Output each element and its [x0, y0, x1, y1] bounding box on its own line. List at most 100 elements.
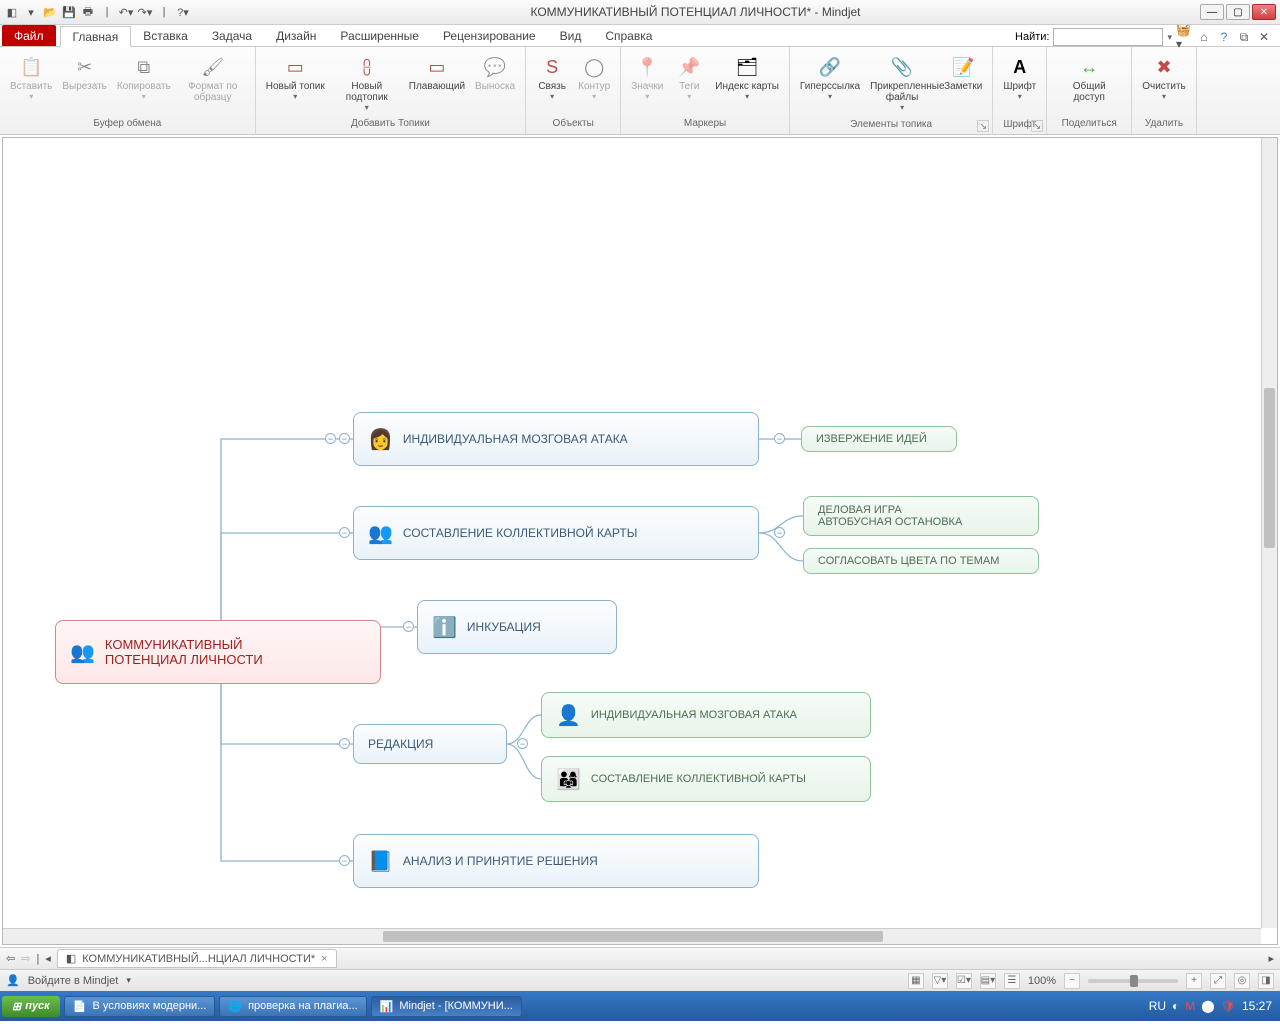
mindmap-node[interactable]: ДЕЛОВАЯ ИГРААВТОБУСНАЯ ОСТАНОВКА	[803, 496, 1039, 536]
ribbon-button[interactable]: ✂Вырезать	[58, 49, 110, 94]
mindmap-node[interactable]: СОГЛАСОВАТЬ ЦВЕТА ПО ТЕМАМ	[803, 548, 1039, 574]
horizontal-scrollbar[interactable]	[3, 928, 1261, 944]
nav-first-icon[interactable]: ◂	[45, 952, 51, 965]
window-restore-icon[interactable]: ⧉	[1236, 29, 1252, 45]
ribbon-button[interactable]: 📝Заметки	[940, 49, 986, 94]
close-button[interactable]: ✕	[1252, 4, 1276, 20]
minimize-button[interactable]: —	[1200, 4, 1224, 20]
ribbon-button[interactable]: ⧉Копировать ▾	[113, 49, 175, 103]
taskbar-button[interactable]: 🌐проверка на плагиа...	[219, 996, 366, 1017]
collapse-toggle[interactable]: −	[517, 738, 528, 749]
ribbon-button[interactable]: SСвязь ▾	[532, 49, 572, 103]
tray-icon-1[interactable]: ◐	[1172, 999, 1179, 1013]
ribbon-button[interactable]: 📍Значки ▾	[627, 49, 667, 103]
collapse-toggle[interactable]: −	[339, 433, 350, 444]
tray-icon-3[interactable]: ⬤	[1201, 999, 1214, 1013]
login-dd-icon[interactable]: ▾	[126, 975, 131, 986]
mindmap-node[interactable]: ИЗВЕРЖЕНИЕ ИДЕЙ	[801, 426, 957, 452]
filter-icon[interactable]: ▽▾	[932, 973, 948, 989]
layout-icon[interactable]: ▤▾	[980, 973, 996, 989]
ribbon-button[interactable]: 💬Выноска	[471, 49, 519, 94]
qat-print-icon[interactable]: 🖶	[80, 4, 96, 20]
view-map-icon[interactable]: ▦	[908, 973, 924, 989]
window-close-icon[interactable]: ✕	[1256, 29, 1272, 45]
file-tab[interactable]: Файл	[2, 25, 56, 46]
search-input[interactable]	[1053, 28, 1163, 46]
node-label: АНАЛИЗ И ПРИНЯТИЕ РЕШЕНИЯ	[403, 854, 598, 868]
nav-last-icon[interactable]: ▸	[1268, 952, 1274, 965]
ribbon-tab[interactable]: Справка	[593, 25, 664, 46]
fit-icon[interactable]: ⤢	[1210, 973, 1226, 989]
ribbon-tab[interactable]: Рецензирование	[431, 25, 548, 46]
ribbon-button[interactable]: AШрифт ▾	[999, 49, 1040, 103]
ribbon-button[interactable]: 🔗Гиперссылка ▾	[796, 49, 864, 103]
ribbon-button[interactable]: ◯Контур ▾	[574, 49, 614, 103]
qat-help-icon[interactable]: ?▾	[175, 4, 191, 20]
collapse-toggle[interactable]: −	[325, 433, 336, 444]
ribbon-tab[interactable]: Вид	[548, 25, 594, 46]
center-icon[interactable]: ◎	[1234, 973, 1250, 989]
canvas-area[interactable]: 👥КОММУНИКАТИВНЫЙПОТЕНЦИАЛ ЛИЧНОСТИ 👩ИНДИВ…	[2, 137, 1278, 945]
dialog-launcher-icon[interactable]: ↘	[1031, 120, 1043, 132]
collapse-toggle[interactable]: −	[339, 738, 350, 749]
mindmap-node[interactable]: 👤ИНДИВИДУАЛЬНАЯ МОЗГОВАЯ АТАКА	[541, 692, 871, 738]
ribbon-button[interactable]: 📎Прикрепленные файлы ▾	[866, 49, 938, 114]
maximize-button[interactable]: ▢	[1226, 4, 1250, 20]
login-link[interactable]: Войдите в Mindjet	[28, 975, 119, 987]
qat-new-icon[interactable]: ▾	[23, 4, 39, 20]
ribbon-tab[interactable]: Расширенные	[328, 25, 431, 46]
mindmap-root-node[interactable]: 👥КОММУНИКАТИВНЫЙПОТЕНЦИАЛ ЛИЧНОСТИ	[55, 620, 381, 684]
help-icon[interactable]: ?	[1216, 29, 1232, 45]
ribbon-tab[interactable]: Задача	[200, 25, 264, 46]
taskbar-button[interactable]: 📊Mindjet - [КОММУНИ...	[371, 996, 522, 1017]
tray-lang[interactable]: RU	[1149, 999, 1166, 1013]
qat-redo-icon[interactable]: ↷▾	[137, 4, 153, 20]
tray-icon-2[interactable]: M	[1185, 999, 1195, 1013]
ribbon-button[interactable]: ▭Новый топик ▾	[262, 49, 329, 103]
panel-icon[interactable]: ◨	[1258, 973, 1274, 989]
qat-save-icon[interactable]: 💾	[61, 4, 77, 20]
ribbon-tab[interactable]: Вставка	[131, 25, 200, 46]
ribbon-tab[interactable]: Дизайн	[264, 25, 328, 46]
collapse-toggle[interactable]: −	[774, 527, 785, 538]
dialog-launcher-icon[interactable]: ↘	[977, 120, 989, 132]
tray-clock[interactable]: 15:27	[1242, 999, 1272, 1013]
mindmap-node[interactable]: 👨‍👩‍👧СОСТАВЛЕНИЕ КОЛЛЕКТИВНОЙ КАРТЫ	[541, 756, 871, 802]
tray-icon-4[interactable]: 🛡	[1221, 999, 1236, 1013]
ribbon-button[interactable]: ↔Общий доступ	[1053, 49, 1125, 105]
zoom-slider[interactable]	[1088, 979, 1178, 983]
zoom-out-icon[interactable]: −	[1064, 973, 1080, 989]
mindmap-node[interactable]: РЕДАКЦИЯ	[353, 724, 507, 764]
mindmap-node[interactable]: 👥СОСТАВЛЕНИЕ КОЛЛЕКТИВНОЙ КАРТЫ	[353, 506, 759, 560]
mindmap-node[interactable]: 📘АНАЛИЗ И ПРИНЯТИЕ РЕШЕНИЯ	[353, 834, 759, 888]
ribbon-button[interactable]: 📋Вставить ▾	[6, 49, 56, 103]
ribbon-button[interactable]: 📌Теги ▾	[669, 49, 709, 103]
collapse-toggle[interactable]: −	[339, 855, 350, 866]
ribbon-button[interactable]: ⩉Новый подтопик ▾	[331, 49, 403, 114]
collapse-toggle[interactable]: −	[339, 527, 350, 538]
taskbar-button[interactable]: 📄В условиях модерни...	[64, 996, 216, 1017]
nav-fwd-icon[interactable]: ⇨	[21, 952, 30, 965]
qat-open-icon[interactable]: 📂	[42, 4, 58, 20]
zoom-in-icon[interactable]: +	[1186, 973, 1202, 989]
collapse-toggle[interactable]: −	[403, 621, 414, 632]
start-button[interactable]: ⊞ пуск	[2, 996, 60, 1017]
home-icon[interactable]: ⌂	[1196, 29, 1212, 45]
mindmap-node[interactable]: ℹ️ИНКУБАЦИЯ	[417, 600, 617, 654]
basket-icon[interactable]: 🧺▾	[1176, 29, 1192, 45]
qat-undo-icon[interactable]: ↶▾	[118, 4, 134, 20]
outline-icon[interactable]: ☰	[1004, 973, 1020, 989]
doc-close-icon[interactable]: ×	[321, 953, 327, 965]
ribbon-button[interactable]: ▭Плавающий	[405, 49, 469, 94]
ribbon-button[interactable]: 🖌Формат по образцу	[177, 49, 249, 105]
search-dropdown-icon[interactable]: ▾	[1167, 32, 1172, 43]
collapse-toggle[interactable]: −	[774, 433, 785, 444]
ribbon-button[interactable]: ✖Очистить ▾	[1138, 49, 1190, 103]
document-tab[interactable]: ◧ КОММУНИКАТИВНЫЙ...НЦИАЛ ЛИЧНОСТИ* ×	[57, 949, 337, 968]
ribbon-button[interactable]: 🗂Индекс карты ▾	[711, 49, 783, 103]
ribbon-tab[interactable]: Главная	[60, 26, 132, 47]
vertical-scrollbar[interactable]	[1261, 138, 1277, 928]
mindmap-node[interactable]: 👩ИНДИВИДУАЛЬНАЯ МОЗГОВАЯ АТАКА	[353, 412, 759, 466]
nav-back-icon[interactable]: ⇦	[6, 952, 15, 965]
task-icon[interactable]: ☑▾	[956, 973, 972, 989]
